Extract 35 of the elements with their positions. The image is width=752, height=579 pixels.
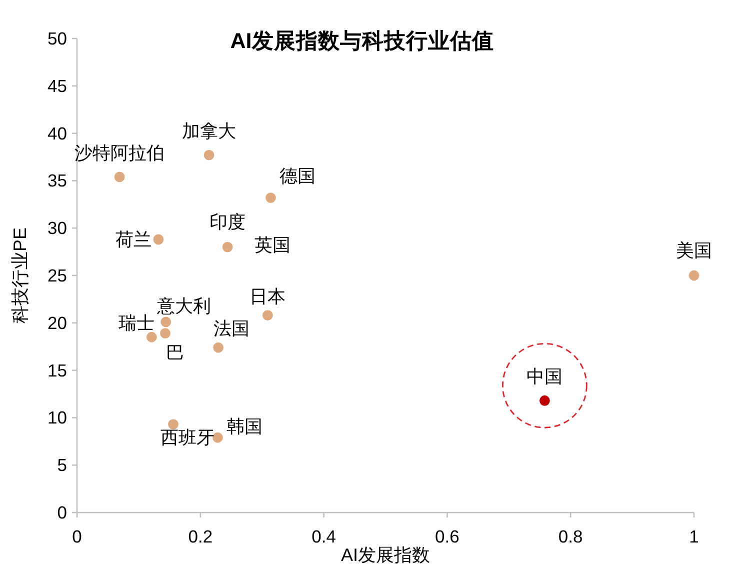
point-label: 美国 (676, 240, 712, 260)
x-tick-label: 1 (689, 526, 699, 546)
y-tick-label: 45 (48, 76, 67, 96)
y-tick-label: 40 (48, 123, 67, 144)
point-label: 德国 (280, 166, 316, 186)
x-tick-label: 0.4 (312, 526, 336, 546)
x-tick-label: 0 (72, 526, 82, 546)
point-label: 意大利 (156, 296, 211, 316)
x-tick-label: 0.8 (558, 526, 583, 546)
x-axis-title: AI发展指数 (341, 545, 430, 565)
point-label: 巴 (166, 342, 184, 362)
y-tick-label: 20 (48, 312, 67, 333)
y-tick-label: 15 (48, 360, 67, 380)
point-label: 瑞士 (118, 313, 155, 334)
y-axis-title: 科技行业PE (10, 228, 30, 324)
title: AI发展指数与科技行业估值 (230, 29, 494, 53)
point-label: 中国 (526, 366, 563, 387)
y-tick-label: 30 (48, 218, 67, 238)
point-label: 沙特阿拉伯 (74, 142, 165, 163)
point-label: 印度 (210, 212, 246, 232)
point-label: 法国 (213, 318, 250, 339)
point-label: 西班牙 (160, 427, 214, 448)
x-tick-label: 0.6 (435, 526, 460, 546)
x-tick-label: 0.2 (188, 526, 213, 546)
y-tick-label: 35 (48, 170, 67, 191)
point-label: 荷兰 (115, 229, 152, 250)
point-label: 加拿大 (182, 121, 236, 142)
point-label: 日本 (250, 286, 286, 306)
point-label: 英国 (254, 235, 291, 256)
y-tick-label: 10 (48, 408, 67, 428)
point-label: 韩国 (226, 416, 263, 437)
y-tick-label: 25 (48, 266, 67, 286)
y-tick-label: 50 (48, 28, 67, 48)
y-tick-label: 5 (57, 455, 67, 476)
y-tick-label: 0 (57, 502, 67, 522)
